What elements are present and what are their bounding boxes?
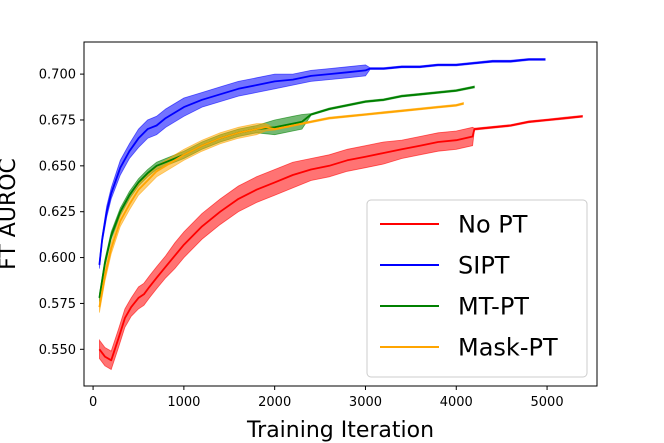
y-tick-label: 0.600 — [39, 251, 76, 266]
legend-label: SIPT — [458, 252, 510, 280]
line-no-pt — [98, 115, 583, 362]
legend-box — [366, 199, 588, 378]
series-lines — [98, 58, 583, 362]
x-tick-label: 5000 — [531, 395, 564, 410]
line-sipt — [98, 58, 546, 265]
legend-label: MT-PT — [458, 293, 529, 321]
x-tick-label: 3000 — [349, 395, 382, 410]
line-mask-pt — [98, 102, 464, 308]
x-tick-label: 2000 — [258, 395, 291, 410]
y-tick-label: 0.675 — [39, 113, 76, 128]
x-tick-label: 1000 — [167, 395, 200, 410]
y-tick-label: 0.575 — [39, 297, 76, 312]
x-tick-label: 0 — [89, 395, 97, 410]
legend-label: Mask-PT — [458, 334, 558, 362]
y-tick-label: 0.625 — [39, 205, 76, 220]
legend: No PT SIPT MT-PT Mask-PT — [366, 199, 588, 378]
y-tick-label: 0.700 — [39, 68, 76, 83]
y-tick-label: 0.650 — [39, 159, 76, 174]
x-axis-label: Training Iteration — [246, 418, 434, 443]
plot-frame — [83, 41, 598, 387]
legend-label: No PT — [458, 211, 528, 239]
y-axis-label: FT AUROC — [0, 158, 21, 270]
y-axis-ticks: 0.550 0.575 0.600 0.625 0.650 0.675 0.700 — [39, 68, 84, 358]
y-tick-label: 0.550 — [39, 343, 76, 358]
x-axis-ticks: 0 1000 2000 3000 4000 5000 — [89, 386, 564, 410]
x-tick-label: 4000 — [440, 395, 473, 410]
